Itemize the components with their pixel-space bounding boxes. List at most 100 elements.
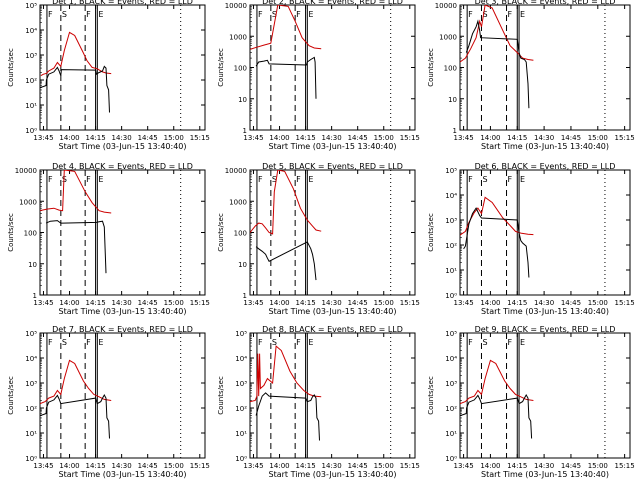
x-tick-label: 15:15 — [400, 462, 420, 470]
chart-panel-5: F S F E13:45 14:00 14:15 14:30 14:45 15:00 15:151… — [217, 162, 420, 316]
x-tick-label: 14:45 — [348, 299, 368, 307]
x-tick-label: 14:00 — [59, 134, 79, 142]
marker-label-4: E — [98, 175, 103, 184]
x-tick-label: 14:00 — [269, 462, 289, 470]
x-tick-label: 13:45 — [33, 299, 53, 307]
y-tick-label: 10⁵ — [235, 330, 247, 338]
marker-label-3: F — [296, 175, 301, 184]
y-tick-label: 10⁵ — [445, 330, 457, 338]
x-tick-label: 14:00 — [480, 299, 500, 307]
y-tick-label: 10¹ — [445, 267, 457, 275]
x-tick-label: 15:00 — [374, 462, 394, 470]
y-tick-label: 10⁴ — [445, 355, 457, 363]
y-tick-label: 10⁰ — [445, 292, 457, 300]
y-tick-label: 10² — [235, 405, 247, 413]
x-axis-label: Start Time (03-Jun-15 13:40:40) — [269, 470, 397, 479]
series-line-events — [463, 207, 530, 278]
x-tick-label: 14:15 — [507, 134, 527, 142]
series-line-events — [255, 241, 317, 281]
series-line-lld — [460, 359, 534, 405]
marker-label-4: E — [308, 10, 313, 19]
y-tick-label: 10⁴ — [445, 192, 457, 200]
chart-panel-3: F S F E13:45 14:00 14:15 14:30 14:45 15:00 15:151… — [427, 0, 635, 151]
x-tick-label: 13:45 — [243, 462, 263, 470]
y-tick-label: 10 — [238, 96, 247, 104]
x-tick-label: 14:15 — [295, 462, 315, 470]
series-line-lld — [250, 345, 322, 403]
y-tick-label: 1000 — [19, 198, 37, 206]
y-tick-label: 1 — [243, 127, 247, 135]
marker-label-1: F — [258, 175, 263, 184]
y-tick-label: 10⁵ — [25, 2, 37, 10]
marker-label-1: F — [48, 338, 53, 347]
marker-label-3: F — [296, 10, 301, 19]
series-line-lld — [40, 31, 112, 77]
x-axis-label: Start Time (03-Jun-15 13:40:40) — [59, 142, 187, 151]
marker-label-3: F — [86, 175, 91, 184]
chart-title: Det 5, BLACK = Events, RED = LLD — [262, 162, 403, 171]
marker-label-1: F — [468, 10, 473, 19]
y-tick-label: 10⁵ — [25, 330, 37, 338]
x-tick-label: 14:00 — [59, 462, 79, 470]
marker-label-2: S — [482, 338, 487, 347]
marker-label-2: S — [272, 175, 277, 184]
x-tick-label: 14:45 — [561, 462, 581, 470]
x-tick-label: 13:45 — [453, 134, 473, 142]
y-axis-label: Counts/sec — [217, 213, 225, 252]
marker-label-1: F — [48, 10, 53, 19]
series-line-lld — [460, 196, 534, 236]
chart-title: Det 1, BLACK = Events, RED = LLD — [52, 0, 193, 6]
series-line-lld — [40, 170, 112, 214]
x-axis-label: Start Time (03-Jun-15 13:40:40) — [269, 307, 397, 316]
y-tick-label: 1 — [33, 292, 37, 300]
x-tick-label: 15:15 — [615, 299, 635, 307]
x-tick-label: 14:00 — [480, 134, 500, 142]
x-tick-label: 15:15 — [400, 299, 420, 307]
x-tick-label: 13:45 — [33, 462, 53, 470]
marker-label-1: F — [468, 338, 473, 347]
x-axis-label: Start Time (03-Jun-15 13:40:40) — [481, 470, 609, 479]
y-axis-label: Counts/sec — [427, 48, 435, 87]
series-line-lld — [250, 5, 322, 50]
marker-label-2: S — [482, 175, 487, 184]
chart-panel-2: F S F E13:45 14:00 14:15 14:30 14:45 15:00 15:151… — [217, 0, 420, 151]
x-tick-label: 14:15 — [507, 462, 527, 470]
x-tick-label: 15:00 — [164, 462, 184, 470]
x-tick-label: 14:30 — [112, 462, 132, 470]
y-tick-label: 10 — [28, 261, 37, 269]
x-tick-label: 14:15 — [85, 299, 105, 307]
y-tick-label: 10² — [445, 405, 457, 413]
y-tick-label: 10³ — [445, 217, 457, 225]
x-tick-label: 14:30 — [534, 134, 554, 142]
chart-panel-6: F S F E13:45 14:00 14:15 14:30 14:45 15:00 15:151… — [427, 162, 635, 316]
y-tick-label: 10000 — [225, 2, 247, 10]
x-tick-label: 14:30 — [112, 299, 132, 307]
x-tick-label: 14:45 — [348, 462, 368, 470]
x-tick-label: 14:15 — [85, 462, 105, 470]
chart-title: Det 9, BLACK = Events, RED = LLD — [475, 325, 616, 334]
x-tick-label: 14:45 — [138, 462, 158, 470]
x-tick-label: 14:00 — [480, 462, 500, 470]
marker-label-1: F — [258, 338, 263, 347]
x-tick-label: 14:30 — [534, 299, 554, 307]
marker-label-3: F — [86, 338, 91, 347]
marker-label-4: E — [98, 10, 103, 19]
x-tick-label: 15:00 — [164, 134, 184, 142]
y-tick-label: 10000 — [435, 2, 457, 10]
x-tick-label: 14:00 — [59, 299, 79, 307]
x-tick-label: 14:30 — [322, 134, 342, 142]
y-tick-label: 10⁰ — [235, 455, 247, 463]
x-tick-label: 15:15 — [615, 134, 635, 142]
marker-label-3: F — [508, 338, 513, 347]
x-tick-label: 15:00 — [164, 299, 184, 307]
x-axis-label: Start Time (03-Jun-15 13:40:40) — [481, 142, 609, 151]
chart-panel-8: F S F E13:45 14:00 14:15 14:30 14:45 15:00 15:151… — [217, 325, 420, 479]
chart-title: Det 4, BLACK = Events, RED = LLD — [52, 162, 193, 171]
y-axis-label: Counts/sec — [217, 48, 225, 87]
plot-frame — [39, 169, 206, 296]
plot-frame — [249, 332, 416, 459]
x-tick-label: 13:45 — [243, 299, 263, 307]
series-line-events — [465, 19, 530, 109]
y-tick-label: 10000 — [15, 167, 37, 175]
x-tick-label: 15:00 — [588, 462, 608, 470]
